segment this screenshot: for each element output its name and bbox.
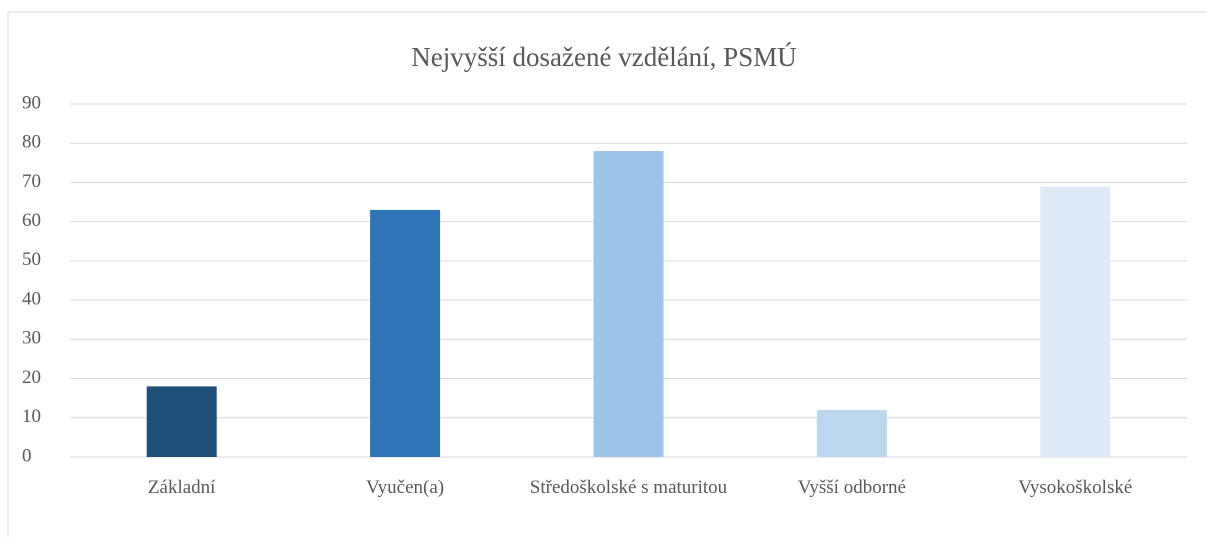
x-tick-label: Základní bbox=[147, 477, 216, 498]
y-tick-label: 30 bbox=[22, 328, 41, 349]
x-tick-label: Vyšší odborné bbox=[797, 477, 906, 498]
x-tick-label: Vyučen(a) bbox=[366, 477, 445, 498]
y-tick-label: 60 bbox=[22, 210, 41, 231]
bar bbox=[816, 409, 887, 457]
bar bbox=[593, 151, 664, 458]
y-tick-label: 10 bbox=[22, 406, 41, 427]
bar bbox=[1040, 186, 1111, 457]
y-tick-label: 0 bbox=[22, 445, 32, 466]
x-tick-label: Vysokoškolské bbox=[1018, 477, 1133, 498]
x-tick-label: Středoškolské s maturitou bbox=[529, 477, 728, 498]
bar bbox=[146, 386, 217, 457]
y-tick-label: 80 bbox=[22, 132, 41, 153]
y-tick-label: 70 bbox=[22, 171, 41, 192]
y-tick-label: 40 bbox=[22, 288, 41, 309]
y-tick-label: 90 bbox=[22, 92, 41, 113]
chart-title: Nejvyšší dosažené vzdělání, PSMÚ bbox=[411, 42, 796, 72]
y-tick-label: 20 bbox=[22, 367, 41, 388]
bar bbox=[370, 209, 441, 457]
y-tick-label: 50 bbox=[22, 249, 41, 270]
